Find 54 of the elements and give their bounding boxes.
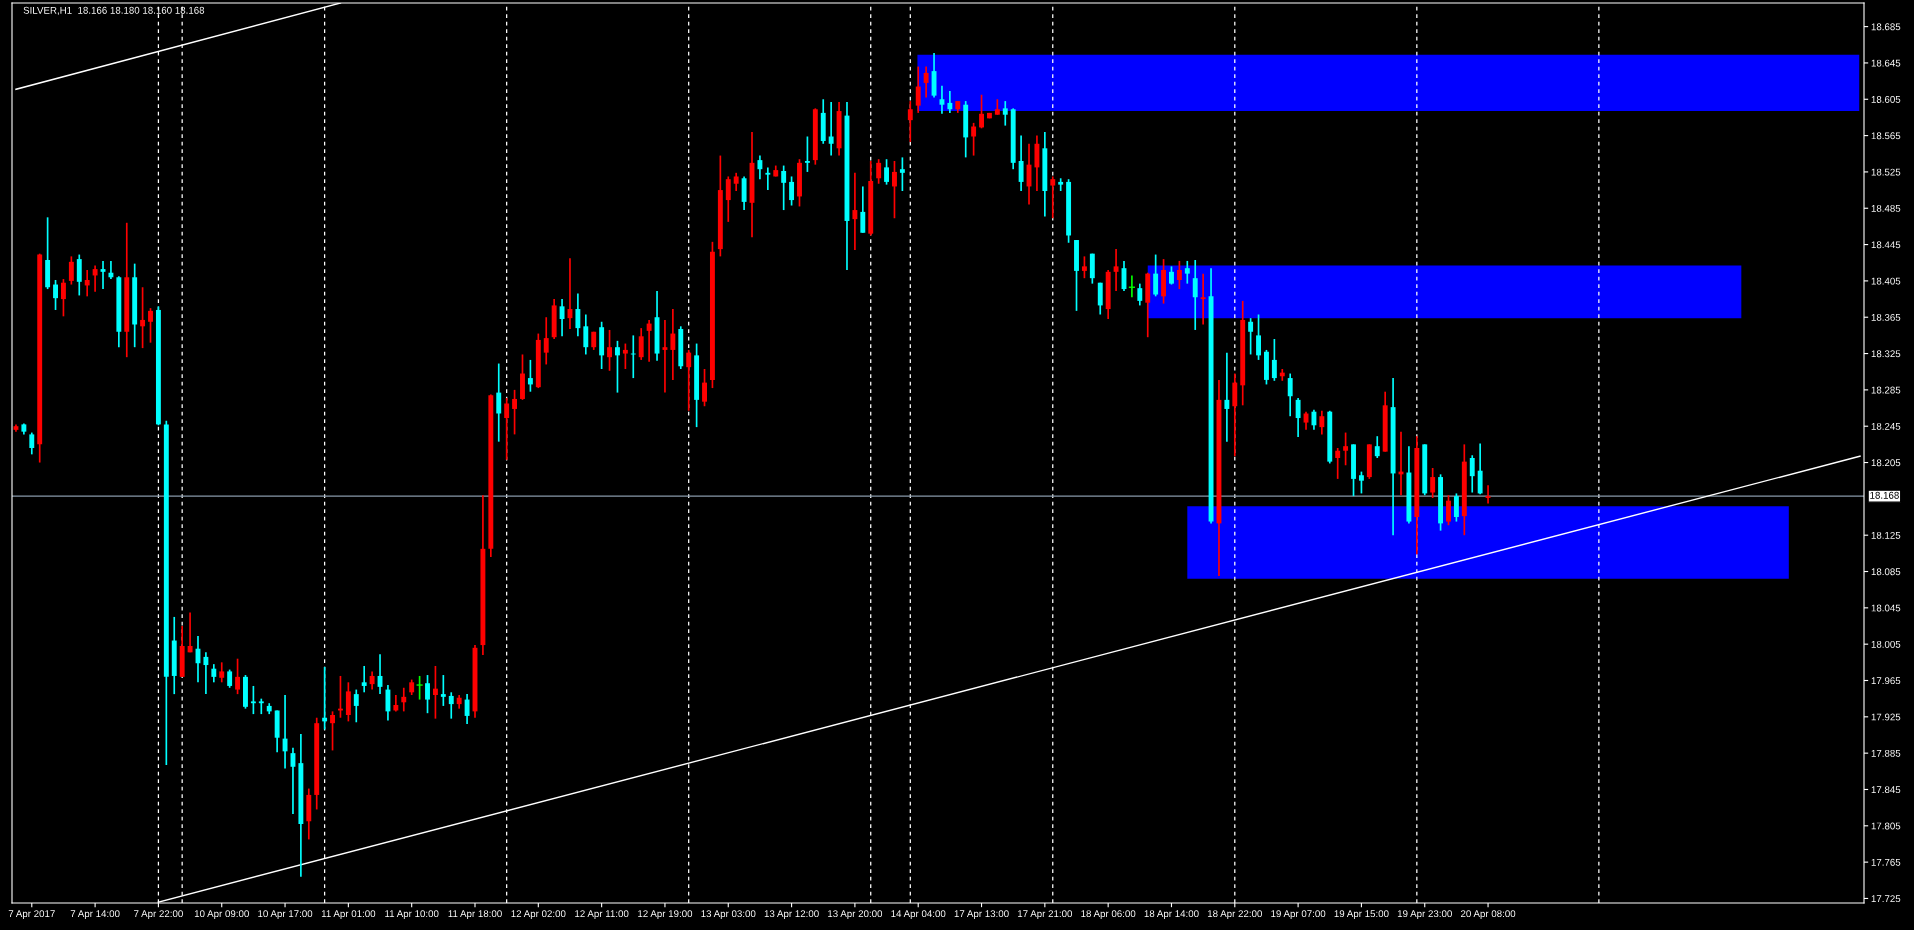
x-tick-label: 10 Apr 17:00: [258, 910, 313, 920]
x-tick-label: 12 Apr 11:00: [575, 910, 629, 920]
candlestick: [1343, 431, 1349, 467]
x-tick-label: 13 Apr 12:00: [764, 910, 819, 920]
x-tick-label: 7 Apr 14:00: [70, 910, 120, 920]
ref-line-label: 18.168: [1870, 491, 1899, 499]
x-tick-label: 17 Apr 21:00: [1018, 910, 1073, 920]
y-tick-label: 17.765: [1871, 858, 1901, 866]
y-tick-label: 18.125: [1871, 531, 1901, 539]
y-tick-label: 18.205: [1871, 459, 1901, 467]
x-tick-label: 7 Apr 22:00: [134, 910, 183, 920]
y-tick-label: 17.805: [1871, 822, 1901, 830]
x-tick-label: 19 Apr 23:00: [1397, 910, 1452, 920]
y-tick-label: 18.485: [1871, 204, 1901, 212]
y-tick-label: 17.845: [1871, 786, 1901, 794]
y-tick-label: 18.045: [1871, 604, 1901, 612]
x-tick-label: 12 Apr 02:00: [511, 910, 566, 920]
x-tick-label: 10 Apr 09:00: [194, 910, 249, 920]
y-tick-label: 18.325: [1871, 350, 1901, 358]
x-tick-label: 17 Apr 13:00: [954, 910, 1009, 920]
x-tick-label: 12 Apr 19:00: [638, 910, 693, 920]
x-tick-label: 20 Apr 08:00: [1460, 910, 1516, 920]
chart-title: SILVER,H1 18.166 18.180 18.160 18.168: [23, 6, 205, 15]
y-tick-label: 18.285: [1871, 386, 1901, 394]
x-tick-label: 19 Apr 15:00: [1334, 910, 1389, 920]
x-tick-label: 14 Apr 04:00: [891, 910, 946, 920]
x-tick-label: 7 Apr 2017: [8, 910, 55, 920]
x-tick-label: 11 Apr 10:00: [385, 910, 439, 920]
x-tick-label: 18 Apr 14:00: [1144, 910, 1199, 920]
y-tick-label: 18.245: [1871, 422, 1901, 430]
y-tick-label: 18.565: [1871, 132, 1901, 140]
y-tick-label: 17.725: [1871, 895, 1901, 903]
candlestick: [416, 675, 423, 701]
x-tick-label: 11 Apr 18:00: [448, 910, 502, 920]
y-tick-label: 17.965: [1871, 677, 1901, 685]
x-tick-label: 18 Apr 22:00: [1207, 910, 1262, 920]
y-tick-label: 18.645: [1871, 59, 1901, 67]
x-tick-label: 19 Apr 07:00: [1271, 910, 1326, 920]
y-tick-label: 18.365: [1871, 313, 1901, 321]
y-tick-label: 18.685: [1871, 23, 1901, 31]
x-tick-label: 13 Apr 20:00: [828, 910, 883, 920]
x-tick-label: 11 Apr 01:00: [321, 910, 376, 920]
x-tick-label: 13 Apr 03:00: [701, 910, 756, 920]
y-tick-label: 18.085: [1871, 568, 1901, 576]
y-tick-label: 18.005: [1871, 640, 1901, 648]
y-tick-label: 17.925: [1871, 713, 1901, 721]
y-tick-label: 18.405: [1871, 277, 1901, 285]
candlestick: [440, 674, 446, 707]
candlestick: [1081, 255, 1087, 280]
y-tick-label: 18.445: [1871, 241, 1901, 249]
y-tick-label: 18.525: [1871, 168, 1901, 176]
y-tick-label: 17.885: [1871, 749, 1901, 757]
x-tick-label: 18 Apr 06:00: [1081, 910, 1136, 920]
y-tick-label: 18.605: [1871, 96, 1901, 103]
